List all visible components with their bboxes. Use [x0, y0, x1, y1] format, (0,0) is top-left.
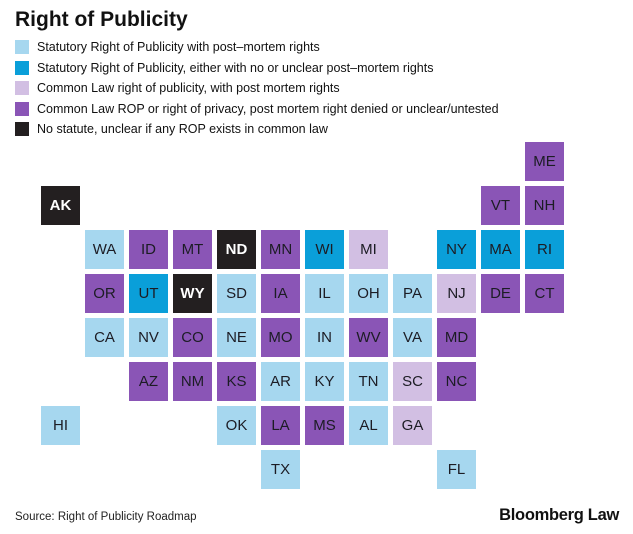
state-tile-ct: CT	[524, 273, 565, 314]
state-tile-va: VA	[392, 317, 433, 358]
page-title: Right of Publicity	[15, 8, 188, 31]
state-tile-wv: WV	[348, 317, 389, 358]
state-tile-in: IN	[304, 317, 345, 358]
bloomberg-law-logo: Bloomberg Law	[499, 506, 619, 524]
legend-label: Common Law right of publicity, with post…	[37, 81, 340, 95]
state-tile-mo: MO	[260, 317, 301, 358]
state-tile-ar: AR	[260, 361, 301, 402]
state-tile-al: AL	[348, 405, 389, 446]
state-tile-ak: AK	[40, 185, 81, 226]
state-tile-mi: MI	[348, 229, 389, 270]
state-tile-sc: SC	[392, 361, 433, 402]
state-tile-nh: NH	[524, 185, 565, 226]
state-tile-nj: NJ	[436, 273, 477, 314]
state-tile-la: LA	[260, 405, 301, 446]
state-tile-nv: NV	[128, 317, 169, 358]
state-tile-ny: NY	[436, 229, 477, 270]
state-tile-mn: MN	[260, 229, 301, 270]
state-tile-ca: CA	[84, 317, 125, 358]
state-tile-ks: KS	[216, 361, 257, 402]
state-tile-hi: HI	[40, 405, 81, 446]
legend-label: Statutory Right of Publicity, either wit…	[37, 60, 434, 75]
state-tile-ne: NE	[216, 317, 257, 358]
legend-swatch	[15, 60, 29, 75]
state-tile-ia: IA	[260, 273, 301, 314]
state-tile-tn: TN	[348, 361, 389, 402]
state-tile-tx: TX	[260, 449, 301, 490]
state-tile-az: AZ	[128, 361, 169, 402]
state-tile-il: IL	[304, 273, 345, 314]
legend-swatch	[15, 40, 29, 54]
state-tile-mt: MT	[172, 229, 213, 270]
legend-label: No statute, unclear if any ROP exists in…	[37, 122, 328, 136]
state-tile-nm: NM	[172, 361, 213, 402]
state-tile-nc: NC	[436, 361, 477, 402]
state-tile-nd: ND	[216, 229, 257, 270]
legend-label: Common Law ROP or right of privacy, post…	[37, 101, 499, 116]
state-tile-id: ID	[128, 229, 169, 270]
state-tile-ri: RI	[524, 229, 565, 270]
state-tile-ga: GA	[392, 405, 433, 446]
state-tile-ma: MA	[480, 229, 521, 270]
legend-swatch	[15, 101, 29, 116]
legend-label: Statutory Right of Publicity with post–m…	[37, 40, 320, 54]
state-tile-sd: SD	[216, 273, 257, 314]
legend-swatch	[15, 122, 29, 136]
state-tile-pa: PA	[392, 273, 433, 314]
legend-swatch	[15, 81, 29, 95]
state-tile-ut: UT	[128, 273, 169, 314]
state-tile-vt: VT	[480, 185, 521, 226]
state-tile-ok: OK	[216, 405, 257, 446]
state-tile-me: ME	[524, 141, 565, 182]
state-tile-de: DE	[480, 273, 521, 314]
state-tile-fl: FL	[436, 449, 477, 490]
state-tile-ms: MS	[304, 405, 345, 446]
state-tile-wy: WY	[172, 273, 213, 314]
state-tile-or: OR	[84, 273, 125, 314]
state-tile-md: MD	[436, 317, 477, 358]
state-tile-wa: WA	[84, 229, 125, 270]
state-tile-co: CO	[172, 317, 213, 358]
state-tile-oh: OH	[348, 273, 389, 314]
state-tile-wi: WI	[304, 229, 345, 270]
state-tile-ky: KY	[304, 361, 345, 402]
source-note: Source: Right of Publicity Roadmap	[15, 511, 197, 523]
